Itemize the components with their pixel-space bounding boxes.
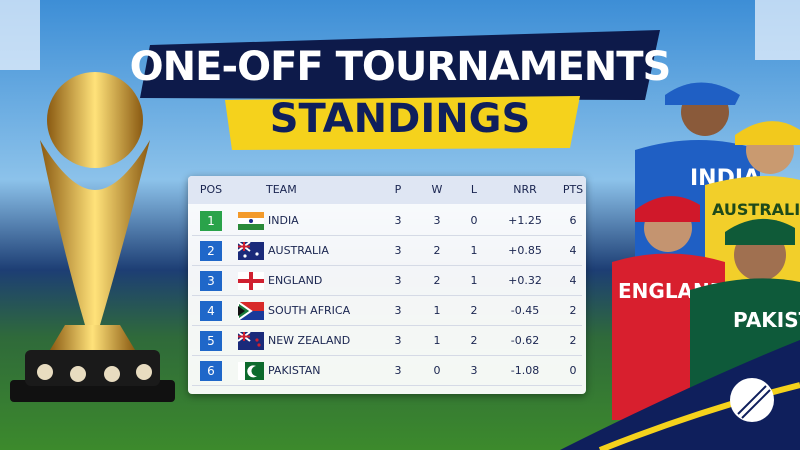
stat-cell: 0 xyxy=(470,214,478,227)
team-name: PAKISTAN xyxy=(268,364,321,377)
team-name: AUSTRALIA xyxy=(268,244,329,257)
table-row: 3 ENGLAND 3 2 1 +0.32 4 xyxy=(192,267,582,296)
stat-cell: 2 xyxy=(433,274,441,287)
trophy xyxy=(10,72,175,402)
column-header: L xyxy=(470,183,478,196)
position-badge: 3 xyxy=(200,271,222,291)
jersey-text: PAKISTAN xyxy=(733,308,800,332)
stat-cell: 3 xyxy=(394,274,402,287)
table-row: 4 SOUTH AFRICA 3 1 2 -0.45 2 xyxy=(192,297,582,326)
table-header: POS TEAM P W L NRR PTS xyxy=(188,176,586,204)
team-name: ENGLAND xyxy=(268,274,323,287)
stat-cell: 3 xyxy=(433,214,441,227)
stat-cell: -0.45 xyxy=(510,304,540,317)
flag xyxy=(238,332,264,350)
stat-cell: 2 xyxy=(569,304,577,317)
stat-cell: 2 xyxy=(470,304,478,317)
stat-cell: 3 xyxy=(470,364,478,377)
stat-cell: 3 xyxy=(394,304,402,317)
stat-cell: -1.08 xyxy=(510,364,540,377)
table-row: 2 AUSTRALIA 3 2 1 +0.85 4 xyxy=(192,237,582,266)
stat-cell: 4 xyxy=(569,274,577,287)
column-header: TEAM xyxy=(266,183,297,196)
position-badge: 5 xyxy=(200,331,222,351)
title-banner xyxy=(140,30,660,100)
subtitle-banner xyxy=(225,96,580,150)
standings-table: POS TEAM P W L NRR PTS 1 INDIA 3 3 0 +1.25 6 2 AUSTRAL… xyxy=(188,176,586,394)
team-name: NEW ZEALAND xyxy=(268,334,351,347)
flag xyxy=(238,362,264,380)
stat-cell: 0 xyxy=(433,364,441,377)
flag xyxy=(238,302,264,320)
title: ONE-OFF TOURNAMENTS xyxy=(129,44,672,90)
stat-cell: -0.62 xyxy=(510,334,540,347)
position-badge: 1 xyxy=(200,211,222,231)
column-header: PTS xyxy=(562,183,584,196)
stat-cell: 6 xyxy=(569,214,577,227)
stat-cell: 3 xyxy=(394,364,402,377)
stat-cell: +1.25 xyxy=(508,214,542,227)
table-row: 1 INDIA 3 3 0 +1.25 6 xyxy=(192,207,582,236)
jersey-text: AUSTRALIA xyxy=(712,200,800,219)
position-badge: 6 xyxy=(200,361,222,381)
stat-cell: 3 xyxy=(394,244,402,257)
stat-cell: +0.85 xyxy=(508,244,542,257)
flag xyxy=(238,272,264,290)
stat-cell: +0.32 xyxy=(508,274,542,287)
stat-cell: 1 xyxy=(470,274,478,287)
team-name: INDIA xyxy=(268,214,299,227)
stat-cell: 1 xyxy=(470,244,478,257)
stat-cell: 2 xyxy=(569,334,577,347)
column-header: NRR xyxy=(513,183,537,196)
position-badge: 2 xyxy=(200,241,222,261)
subtitle: STANDINGS xyxy=(269,96,531,142)
flag xyxy=(238,212,264,230)
stat-cell: 2 xyxy=(433,244,441,257)
players: INDIA AUSTRALIA ENGLAND PAKISTAN xyxy=(612,83,800,421)
stat-cell: 1 xyxy=(433,334,441,347)
team-name: SOUTH AFRICA xyxy=(268,304,351,317)
stat-cell: 2 xyxy=(470,334,478,347)
stat-cell: 3 xyxy=(394,334,402,347)
stat-cell: 0 xyxy=(569,364,577,377)
column-header: POS xyxy=(199,183,223,196)
position-badge: 4 xyxy=(200,301,222,321)
stat-cell: 4 xyxy=(569,244,577,257)
table-row: 5 NEW ZEALAND 3 1 2 -0.62 2 xyxy=(192,327,582,356)
column-header: W xyxy=(431,183,443,196)
table-row: 6 PAKISTAN 3 0 3 -1.08 0 xyxy=(192,357,582,386)
column-header: P xyxy=(394,183,402,196)
stat-cell: 1 xyxy=(433,304,441,317)
stat-cell: 3 xyxy=(394,214,402,227)
flag xyxy=(238,242,264,260)
